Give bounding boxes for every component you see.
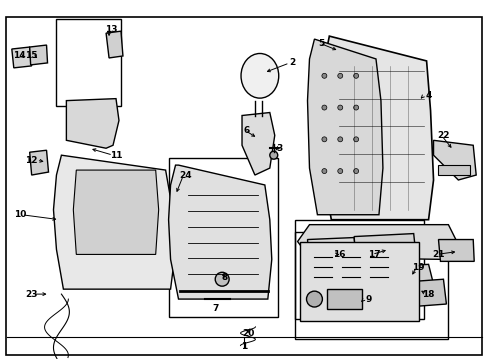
Text: 4: 4 xyxy=(425,91,431,100)
Text: 11: 11 xyxy=(109,151,122,160)
Polygon shape xyxy=(309,264,433,289)
Text: 2: 2 xyxy=(289,58,295,67)
Circle shape xyxy=(215,272,229,286)
Polygon shape xyxy=(299,242,418,321)
Text: 14: 14 xyxy=(13,51,26,60)
Polygon shape xyxy=(66,99,119,148)
Circle shape xyxy=(321,137,326,142)
Circle shape xyxy=(337,105,342,110)
Polygon shape xyxy=(353,234,416,264)
Text: 13: 13 xyxy=(104,25,117,34)
Text: 19: 19 xyxy=(411,263,424,272)
Circle shape xyxy=(337,168,342,174)
Bar xyxy=(326,289,361,309)
Ellipse shape xyxy=(241,54,278,98)
Bar xyxy=(294,231,447,339)
Polygon shape xyxy=(73,170,158,255)
Polygon shape xyxy=(297,225,457,260)
Text: 3: 3 xyxy=(276,144,282,153)
Text: 24: 24 xyxy=(179,171,191,180)
Text: 6: 6 xyxy=(244,126,249,135)
Circle shape xyxy=(321,105,326,110)
Text: 5: 5 xyxy=(318,39,324,48)
Polygon shape xyxy=(321,36,433,220)
Bar xyxy=(56,19,121,105)
Polygon shape xyxy=(106,31,122,58)
Polygon shape xyxy=(307,279,446,314)
Polygon shape xyxy=(433,140,475,180)
Circle shape xyxy=(269,151,277,159)
Text: 12: 12 xyxy=(25,156,38,165)
Text: 18: 18 xyxy=(422,289,434,298)
Circle shape xyxy=(337,137,342,142)
Text: 16: 16 xyxy=(332,250,345,259)
Circle shape xyxy=(321,168,326,174)
Polygon shape xyxy=(53,155,175,289)
Text: 22: 22 xyxy=(436,131,449,140)
Circle shape xyxy=(353,105,358,110)
Bar xyxy=(168,158,277,317)
Text: 21: 21 xyxy=(431,250,444,259)
Circle shape xyxy=(337,73,342,78)
Text: 7: 7 xyxy=(212,305,218,314)
Text: 10: 10 xyxy=(14,210,26,219)
Polygon shape xyxy=(438,165,469,175)
Polygon shape xyxy=(242,113,274,175)
Text: 15: 15 xyxy=(25,51,38,60)
Circle shape xyxy=(306,291,322,307)
Text: 20: 20 xyxy=(241,329,254,338)
Text: 23: 23 xyxy=(25,289,38,298)
Text: 1: 1 xyxy=(241,342,246,351)
Polygon shape xyxy=(307,39,382,215)
Text: 8: 8 xyxy=(221,273,227,282)
Polygon shape xyxy=(30,45,47,65)
Circle shape xyxy=(353,168,358,174)
Polygon shape xyxy=(307,238,356,267)
Polygon shape xyxy=(168,165,271,299)
Polygon shape xyxy=(12,47,32,68)
Circle shape xyxy=(321,73,326,78)
Polygon shape xyxy=(30,150,48,175)
Circle shape xyxy=(353,137,358,142)
Text: 17: 17 xyxy=(367,250,380,259)
Circle shape xyxy=(353,73,358,78)
Polygon shape xyxy=(438,239,473,261)
Text: 9: 9 xyxy=(365,294,371,303)
Bar xyxy=(294,220,423,319)
